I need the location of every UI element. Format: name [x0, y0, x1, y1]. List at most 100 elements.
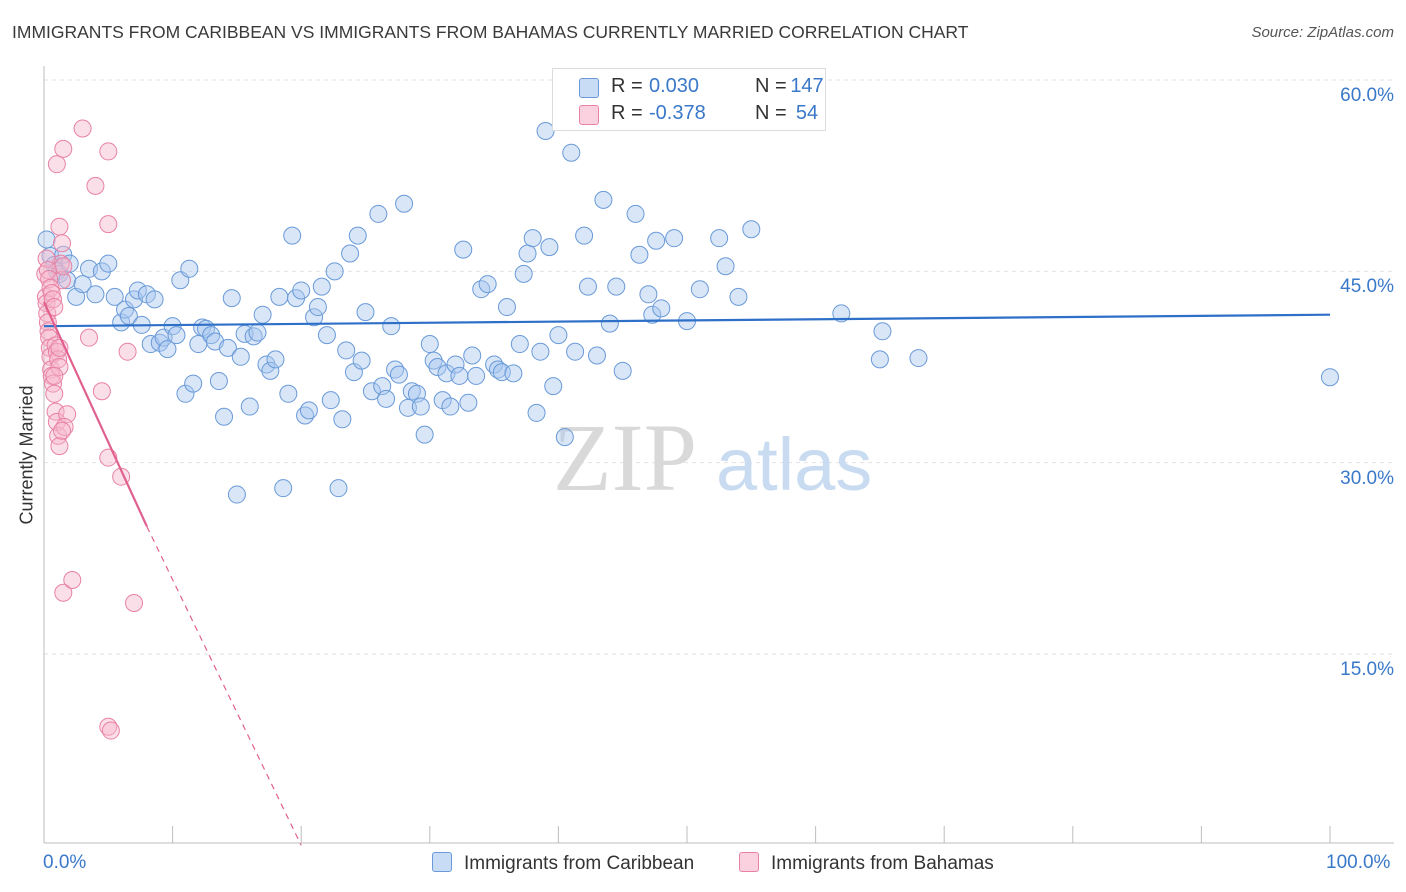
- caribbean-point: [873, 322, 892, 341]
- caribbean-point: [742, 220, 761, 239]
- caribbean-point: [578, 277, 597, 296]
- legend-swatch-bahamas: [579, 105, 599, 125]
- caribbean-point: [497, 298, 516, 317]
- grid-lines: [44, 79, 1394, 655]
- bahamas-point: [63, 571, 82, 590]
- bahamas-point: [37, 249, 56, 268]
- bahamas-point: [54, 583, 73, 602]
- bahamas-point: [45, 384, 64, 403]
- caribbean-point: [630, 245, 649, 264]
- legend-item-bahamas: Immigrants from Bahamas: [739, 852, 994, 875]
- caribbean-point: [832, 304, 851, 323]
- caribbean-point: [690, 280, 709, 299]
- caribbean-point: [240, 397, 259, 416]
- bahamas-point: [54, 139, 73, 158]
- caribbean-point: [312, 277, 331, 296]
- caribbean-point: [454, 240, 473, 259]
- caribbean-point: [377, 389, 396, 408]
- legend-swatch-bahamas: [739, 852, 759, 872]
- bahamas-trend-line: [43, 301, 148, 527]
- caribbean-point: [37, 230, 56, 249]
- r-label: R =: [611, 102, 643, 124]
- caribbean-point: [600, 314, 619, 333]
- caribbean-point: [341, 244, 360, 263]
- caribbean-point: [274, 479, 293, 498]
- caribbean-trend-line: [43, 313, 1331, 328]
- caribbean-point: [215, 407, 234, 426]
- caribbean-point: [382, 317, 401, 336]
- caribbean-point: [467, 366, 486, 385]
- bahamas-point: [99, 142, 118, 161]
- caribbean-point: [446, 355, 465, 374]
- caribbean-point: [555, 428, 574, 447]
- x-tick-label-min: 0.0%: [43, 852, 87, 873]
- caribbean-point: [333, 410, 352, 429]
- chart-title: IMMIGRANTS FROM CARIBBEAN VS IMMIGRANTS …: [12, 22, 969, 42]
- caribbean-point: [99, 254, 118, 273]
- n-value: 54: [795, 102, 819, 124]
- caribbean-point: [86, 285, 105, 304]
- bahamas-point: [101, 721, 120, 740]
- caribbean-point: [510, 335, 529, 354]
- caribbean-point: [266, 350, 285, 369]
- bahamas-point: [50, 217, 69, 236]
- caribbean-point: [317, 326, 336, 345]
- bahamas-point: [86, 176, 105, 195]
- caribbean-point: [325, 262, 344, 281]
- bahamas-point: [73, 119, 92, 138]
- caribbean-point: [128, 281, 147, 300]
- caribbean-point: [433, 391, 452, 410]
- bahamas-point: [42, 284, 61, 303]
- caribbean-point: [459, 393, 478, 412]
- chart-source: Source: ZipAtlas.com: [1251, 24, 1394, 41]
- caribbean-point: [356, 303, 375, 322]
- caribbean-point: [73, 275, 92, 294]
- caribbean-point: [909, 349, 928, 368]
- caribbean-point: [613, 361, 632, 380]
- caribbean-point: [478, 275, 497, 294]
- legend-swatch-caribbean: [579, 78, 599, 98]
- bahamas-point: [54, 257, 73, 276]
- y-tick-label: 30.0%: [1340, 467, 1394, 489]
- caribbean-point: [321, 391, 340, 410]
- legend-swatch-caribbean: [432, 852, 452, 872]
- r-value: -0.378: [649, 102, 706, 124]
- caribbean-point: [575, 226, 594, 245]
- caribbean-point: [218, 338, 237, 357]
- caribbean-point: [450, 366, 469, 385]
- caribbean-point: [531, 342, 550, 361]
- y-tick-label: 15.0%: [1340, 659, 1394, 680]
- caribbean-point: [222, 289, 241, 308]
- watermark: ZIP atlas: [553, 404, 872, 511]
- bahamas-point: [99, 215, 118, 234]
- bahamas-point: [53, 234, 72, 253]
- y-axis-title: Currently Married: [16, 385, 37, 525]
- caribbean-point: [523, 229, 542, 248]
- r-value: 0.030: [649, 75, 700, 97]
- caribbean-point: [643, 305, 662, 324]
- caribbean-point: [167, 326, 186, 345]
- caribbean-point: [716, 257, 735, 276]
- caribbean-point: [305, 308, 324, 327]
- bahamas-point: [80, 328, 99, 347]
- caribbean-point: [145, 290, 164, 309]
- y-tick-label: 45.0%: [1340, 276, 1394, 298]
- caribbean-point: [607, 277, 626, 296]
- bahamas-point: [44, 290, 63, 309]
- caribbean-point: [283, 226, 302, 245]
- caribbean-point: [566, 342, 585, 361]
- n-label: N =: [755, 75, 787, 97]
- caribbean-point: [261, 361, 280, 380]
- caribbean-point: [180, 259, 199, 278]
- caribbean-point: [411, 397, 430, 416]
- caribbean-point: [428, 358, 447, 376]
- bahamas-point: [50, 437, 69, 456]
- r-label: R =: [611, 75, 643, 97]
- data-points: [36, 119, 1339, 740]
- watermark-zip: ZIP: [553, 404, 697, 511]
- caribbean-point: [527, 403, 546, 422]
- caribbean-point: [514, 264, 533, 283]
- caribbean-point: [329, 479, 348, 498]
- caribbean-point: [395, 194, 414, 213]
- bahamas-point: [47, 155, 66, 174]
